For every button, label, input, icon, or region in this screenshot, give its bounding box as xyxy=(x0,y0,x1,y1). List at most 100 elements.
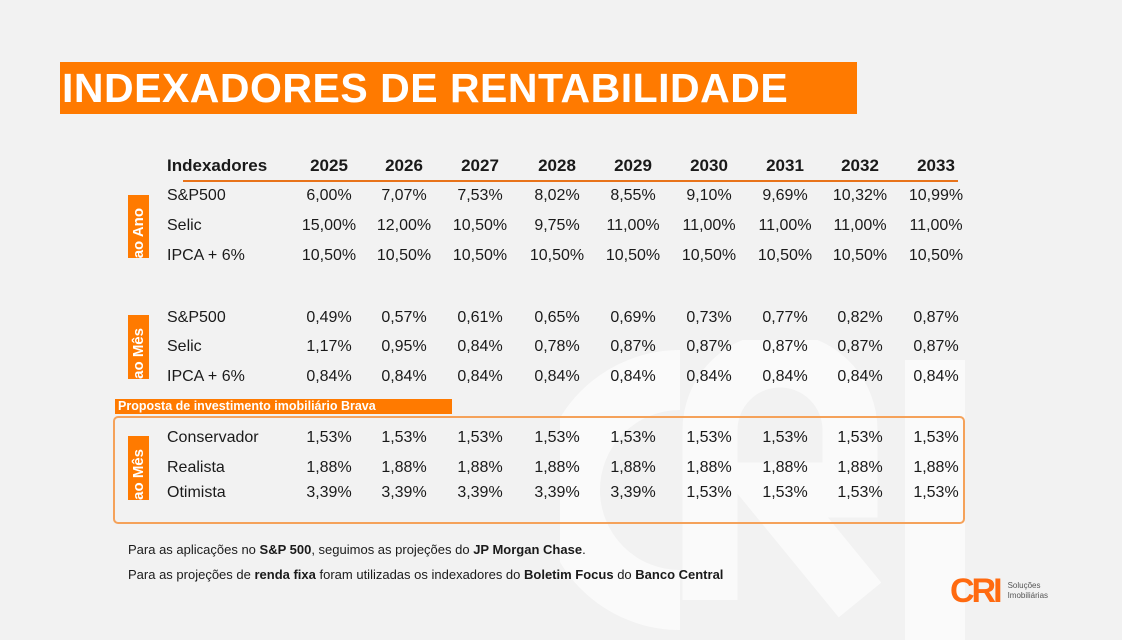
cell-value: 1,88% xyxy=(762,459,808,476)
cell-value: 0,84% xyxy=(610,368,656,385)
cell-value: 0,61% xyxy=(457,309,503,326)
cell-value: 1,88% xyxy=(610,459,656,476)
logo-subtitle: Soluções Imobiliárias xyxy=(1007,581,1049,600)
table-row: S&P500 6,00% 7,07% 7,53% 8,02% 8,55% 9,10% 9,69… xyxy=(0,184,1122,208)
cell-value: 0,84% xyxy=(762,368,808,385)
table-row: IPCA + 6% 0,84% 0,84% 0,84% 0,84% 0,84% 0,84% 0… xyxy=(0,365,1122,389)
cell-value: 1,53% xyxy=(686,484,732,501)
year-header: 2028 xyxy=(538,156,576,175)
cell-value: 8,55% xyxy=(610,187,656,204)
cell-value: 0,84% xyxy=(837,368,883,385)
cell-value: 7,53% xyxy=(457,187,503,204)
cell-value: 0,87% xyxy=(913,309,959,326)
cell-value: 1,53% xyxy=(762,429,808,446)
year-header: 2032 xyxy=(841,156,879,175)
cell-value: 0,87% xyxy=(837,338,883,355)
cell-value: 9,69% xyxy=(762,187,808,204)
cell-value: 0,84% xyxy=(306,368,352,385)
cell-value: 0,84% xyxy=(913,368,959,385)
table-row: IPCA + 6% 10,50% 10,50% 10,50% 10,50% 10,50% 1… xyxy=(0,244,1122,268)
cell-value: 10,50% xyxy=(376,247,432,264)
row-label: Selic xyxy=(167,217,202,234)
table-row: S&P500 0,49% 0,57% 0,61% 0,65% 0,69% 0,73% 0,77… xyxy=(0,306,1122,330)
row-label: Indexadores xyxy=(167,156,268,175)
cell-value: 1,53% xyxy=(837,484,883,501)
cell-value: 11,00% xyxy=(909,217,963,234)
cell-value: 0,95% xyxy=(381,338,427,355)
cell-value: 11,00% xyxy=(833,217,887,234)
cell-value: 1,88% xyxy=(913,459,959,476)
cell-value: 1,53% xyxy=(762,484,808,501)
cell-value: 8,02% xyxy=(534,187,580,204)
cell-value: 10,50% xyxy=(301,247,357,264)
table-row: Conservador 1,53% 1,53% 1,53% 1,53% 1,53% 1,53… xyxy=(0,426,1122,450)
table-row: Otimista 3,39% 3,39% 3,39% 3,39% 3,39% 1,53% 1,… xyxy=(0,481,1122,505)
side-label-text: ao Mês xyxy=(130,449,147,500)
cell-value: 11,00% xyxy=(758,217,812,234)
cell-value: 10,50% xyxy=(908,247,964,264)
row-label: Selic xyxy=(167,338,202,355)
table-row: Realista 1,88% 1,88% 1,88% 1,88% 1,88% 1,88% 1,… xyxy=(0,456,1122,480)
cell-value: 0,87% xyxy=(913,338,959,355)
row-label: IPCA + 6% xyxy=(167,368,245,385)
cell-value: 1,53% xyxy=(610,429,656,446)
cell-value: 10,99% xyxy=(908,187,964,204)
row-label: S&P500 xyxy=(167,309,226,326)
cell-value: 1,17% xyxy=(306,338,352,355)
year-header: 2026 xyxy=(385,156,423,175)
cell-value: 0,84% xyxy=(534,368,580,385)
cell-value: 0,84% xyxy=(686,368,732,385)
watermark-logo xyxy=(560,340,965,640)
year-header: 2025 xyxy=(310,156,348,175)
cell-value: 10,50% xyxy=(529,247,585,264)
company-logo: CRI Soluções Imobiliárias xyxy=(950,574,1048,608)
row-label: IPCA + 6% xyxy=(167,247,245,264)
side-label-text: ao Mês xyxy=(130,328,147,379)
cell-value: 0,82% xyxy=(837,309,883,326)
cell-value: 3,39% xyxy=(457,484,503,501)
footnote-2: Para as projeções de renda fixa foram ut… xyxy=(128,567,724,582)
table-header: Indexadores 2025 2026 2027 2028 2029 2030 2031 2… xyxy=(0,154,1122,178)
cell-value: 3,39% xyxy=(306,484,352,501)
cell-value: 3,39% xyxy=(610,484,656,501)
cell-value: 10,50% xyxy=(832,247,888,264)
cell-value: 10,50% xyxy=(605,247,661,264)
cell-value: 10,50% xyxy=(757,247,813,264)
cell-value: 1,53% xyxy=(457,429,503,446)
cell-value: 1,53% xyxy=(913,429,959,446)
cell-value: 0,87% xyxy=(686,338,732,355)
table-row: Selic 15,00% 12,00% 10,50% 9,75% 11,00% 11,00%… xyxy=(0,214,1122,238)
cell-value: 10,50% xyxy=(452,247,508,264)
cell-value: 1,88% xyxy=(534,459,580,476)
cell-value: 1,53% xyxy=(686,429,732,446)
year-header: 2027 xyxy=(461,156,499,175)
cell-value: 0,57% xyxy=(381,309,427,326)
cell-value: 3,39% xyxy=(534,484,580,501)
cell-value: 1,53% xyxy=(534,429,580,446)
cell-value: 6,00% xyxy=(306,187,352,204)
row-label: Otimista xyxy=(167,484,226,501)
cell-value: 11,00% xyxy=(606,217,660,234)
cell-value: 0,69% xyxy=(610,309,656,326)
cell-value: 15,00% xyxy=(301,217,357,234)
proposal-label: Proposta de investimento imobiliário Bra… xyxy=(115,399,452,414)
cell-value: 3,39% xyxy=(381,484,427,501)
cell-value: 9,75% xyxy=(534,217,580,234)
cell-value: 7,07% xyxy=(381,187,427,204)
cell-value: 11,00% xyxy=(682,217,736,234)
side-label-proposal: ao Mês xyxy=(128,436,149,500)
side-label-annual: ao Ano xyxy=(128,195,149,258)
cell-value: 0,84% xyxy=(457,338,503,355)
cell-value: 0,49% xyxy=(306,309,352,326)
row-label: S&P500 xyxy=(167,187,226,204)
cell-value: 1,88% xyxy=(686,459,732,476)
cell-value: 0,87% xyxy=(762,338,808,355)
side-label-monthly: ao Mês xyxy=(128,315,149,379)
cell-value: 1,88% xyxy=(381,459,427,476)
cell-value: 1,53% xyxy=(837,429,883,446)
cell-value: 10,50% xyxy=(452,217,508,234)
cell-value: 1,53% xyxy=(306,429,352,446)
year-header: 2029 xyxy=(614,156,652,175)
year-header: 2033 xyxy=(917,156,955,175)
cell-value: 0,78% xyxy=(534,338,580,355)
